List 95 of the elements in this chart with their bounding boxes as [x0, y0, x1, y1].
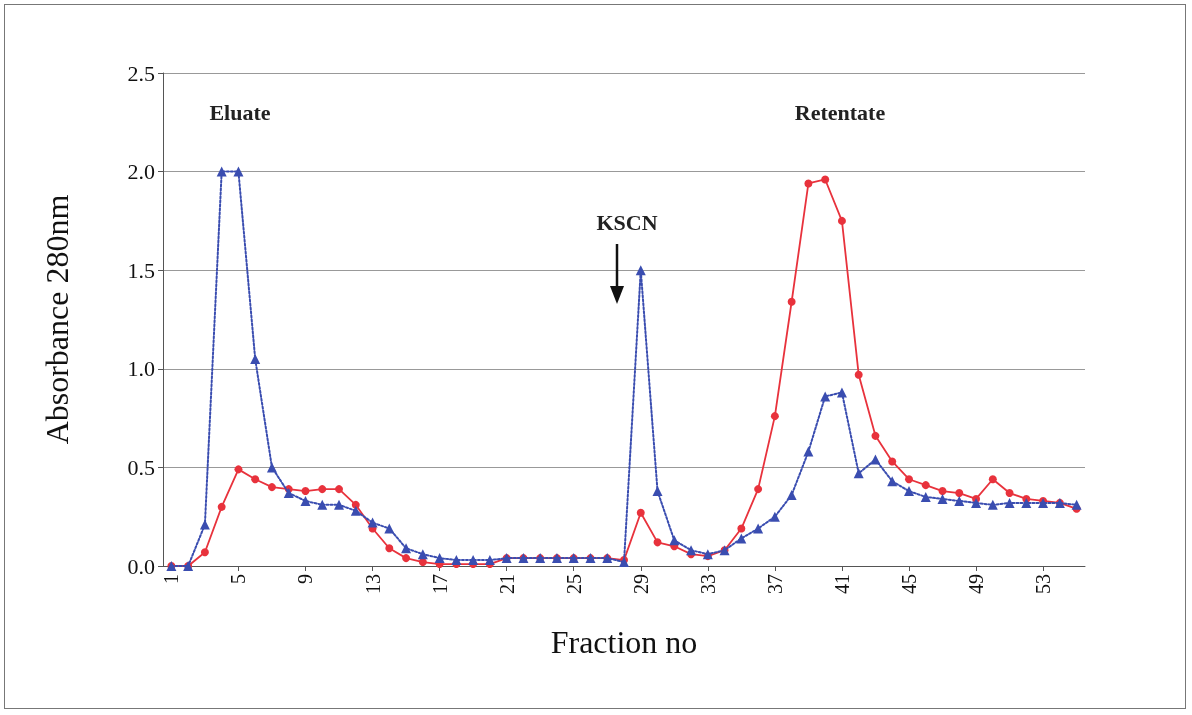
- point: [367, 517, 378, 528]
- point: [937, 493, 948, 504]
- x-tick-label: 41: [830, 574, 853, 594]
- point: [199, 519, 210, 530]
- y-axis-title: Absorbance 280nm: [39, 194, 75, 445]
- point: [770, 412, 779, 421]
- point: [836, 387, 847, 398]
- point: [988, 475, 997, 484]
- point: [904, 475, 913, 484]
- point: [1071, 499, 1082, 510]
- point: [753, 523, 764, 534]
- annotation: Retentate: [794, 99, 886, 125]
- point: [804, 179, 813, 188]
- point: [854, 370, 863, 379]
- point: [385, 544, 394, 553]
- point: [987, 499, 998, 510]
- point: [1021, 497, 1032, 508]
- point: [300, 495, 311, 506]
- point: [283, 488, 294, 499]
- point: [669, 535, 680, 546]
- point: [769, 511, 780, 522]
- point: [301, 487, 310, 496]
- point: [635, 265, 646, 276]
- point: [636, 508, 645, 517]
- point: [888, 457, 897, 466]
- point: [955, 489, 964, 498]
- point: [954, 495, 965, 506]
- point: [317, 499, 328, 510]
- point: [200, 548, 209, 557]
- y-tick-label: 2.0: [127, 159, 155, 185]
- point: [384, 523, 395, 534]
- point: [216, 166, 227, 177]
- point: [318, 485, 327, 494]
- x-tick-label: 49: [965, 574, 988, 594]
- point: [903, 486, 914, 497]
- y-tick-label: 1.0: [127, 356, 155, 382]
- point: [267, 483, 276, 492]
- point: [652, 486, 663, 497]
- point: [434, 553, 445, 564]
- point: [217, 502, 226, 511]
- point: [251, 475, 260, 484]
- point: [853, 468, 864, 479]
- annotation: KSCN: [596, 209, 658, 235]
- point: [971, 497, 982, 508]
- x-tick-label: 25: [562, 574, 585, 594]
- point: [887, 476, 898, 487]
- point: [870, 454, 881, 465]
- point: [1004, 497, 1015, 508]
- x-tick-label: 17: [428, 574, 451, 594]
- x-tick-label: 37: [763, 574, 786, 594]
- point: [468, 555, 479, 566]
- point: [334, 499, 345, 510]
- point: [266, 462, 277, 473]
- point: [418, 558, 427, 567]
- point: [803, 446, 814, 457]
- point: [417, 549, 428, 560]
- point: [686, 545, 697, 556]
- x-tick-label: 53: [1032, 574, 1055, 594]
- point: [754, 485, 763, 494]
- point: [653, 538, 662, 547]
- x-tick-label: 5: [227, 574, 250, 584]
- point: [402, 554, 411, 563]
- x-tick-label: 45: [897, 574, 920, 594]
- point: [234, 465, 243, 474]
- y-tick-label: 0.5: [127, 454, 155, 480]
- point: [335, 485, 344, 494]
- point: [820, 391, 831, 402]
- annotation: Eluate: [209, 99, 271, 125]
- x-tick-label: 21: [495, 574, 518, 594]
- point: [786, 490, 797, 501]
- point: [736, 533, 747, 544]
- point: [821, 175, 830, 184]
- point: [737, 524, 746, 533]
- y-tick-label: 2.5: [127, 60, 155, 86]
- point: [350, 505, 361, 516]
- x-tick-label: 33: [696, 574, 719, 594]
- y-tick-label: 0.0: [127, 553, 155, 579]
- point: [787, 297, 796, 306]
- point: [920, 491, 931, 502]
- point: [451, 555, 462, 566]
- point: [250, 353, 261, 364]
- point: [837, 216, 846, 225]
- point: [401, 543, 412, 554]
- x-tick-label: 9: [294, 574, 317, 584]
- point: [233, 166, 244, 177]
- point: [1005, 489, 1014, 498]
- point: [938, 487, 947, 496]
- y-tick-label: 1.5: [127, 257, 155, 283]
- x-axis-title: Fraction no: [550, 624, 698, 660]
- x-tick-label: 29: [629, 574, 652, 594]
- point: [921, 481, 930, 490]
- point: [484, 555, 495, 566]
- x-tick-label: 1: [160, 574, 183, 584]
- x-tick-label: 13: [361, 574, 384, 594]
- point: [871, 431, 880, 440]
